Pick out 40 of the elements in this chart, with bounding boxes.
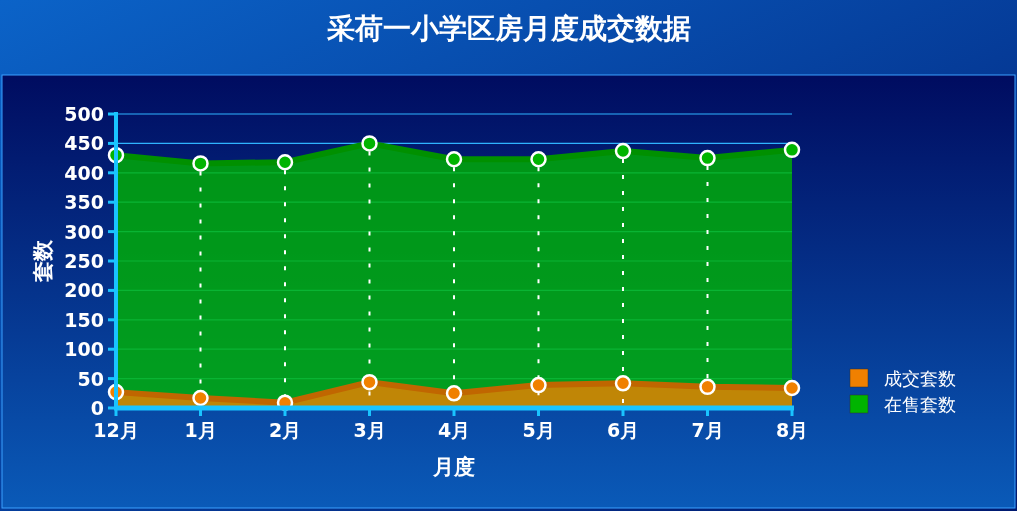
x-tick-label: 12月: [93, 419, 139, 441]
y-tick-label: 50: [77, 367, 104, 390]
point: [783, 141, 801, 159]
point: [361, 373, 378, 391]
x-tick-label: 5月: [522, 419, 555, 441]
point: [192, 389, 209, 407]
point: [699, 149, 716, 167]
point: [192, 155, 209, 172]
x-axis-title: 月度: [432, 455, 475, 479]
x-tick-label: 4月: [437, 419, 471, 441]
point: [445, 151, 463, 168]
point: [530, 151, 547, 168]
x-tick-label: 8月: [775, 419, 809, 441]
point: [276, 153, 294, 171]
x-tick-label: 1月: [184, 419, 217, 441]
x-tick-label: 6月: [606, 419, 640, 441]
y-tick-label: 100: [64, 338, 104, 361]
x-tick-label: 3月: [353, 419, 386, 441]
y-tick-label: 450: [64, 132, 104, 155]
chart-title: 采荷一小学区房月度成交数据: [325, 12, 691, 45]
y-axis-title: 套数: [31, 239, 55, 283]
x-tick-label: 7月: [691, 419, 724, 441]
y-tick-label: 150: [64, 308, 104, 331]
y-tick-label: 200: [64, 279, 104, 302]
y-tick-label: 500: [64, 103, 104, 125]
point: [614, 375, 632, 392]
point: [699, 378, 716, 396]
y-tick-label: 400: [64, 161, 104, 184]
y-tick-label: 0: [90, 397, 104, 419]
point: [783, 379, 801, 397]
legend-label: 在售套数: [884, 394, 956, 415]
x-tick-label: 2月: [268, 419, 302, 441]
y-tick-label: 350: [64, 191, 104, 214]
point: [614, 142, 632, 160]
legend-label: 成交套数: [884, 368, 956, 389]
point: [445, 385, 463, 402]
point: [361, 135, 378, 152]
y-tick-label: 250: [64, 250, 104, 272]
y-tick-label: 300: [64, 220, 104, 243]
point: [530, 376, 547, 394]
